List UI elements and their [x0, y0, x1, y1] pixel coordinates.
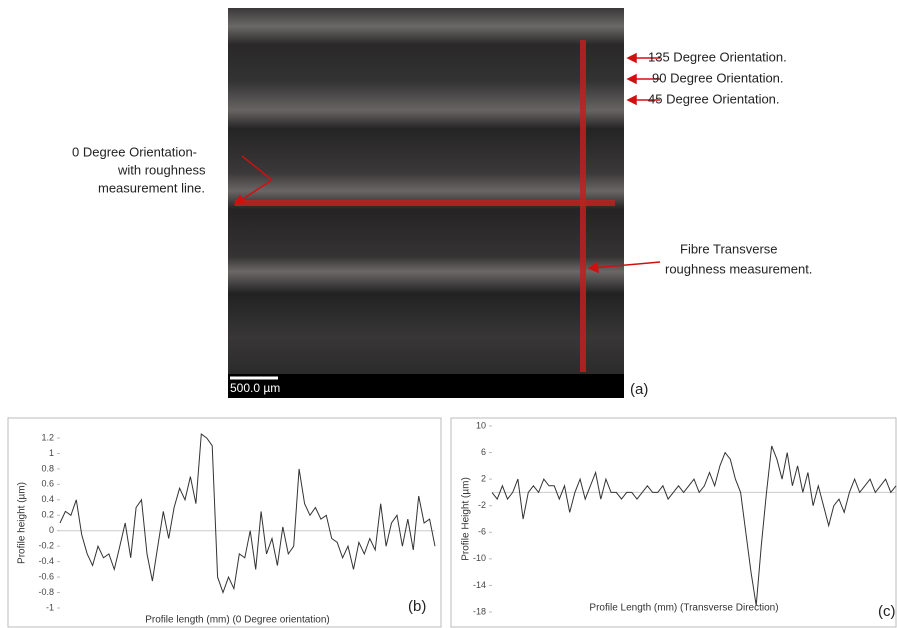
micrograph: [228, 8, 624, 374]
y-tick-label: -18: [473, 606, 486, 616]
y-tick-label: -14: [473, 580, 486, 590]
y-tick-label: 1.2: [41, 432, 54, 442]
profile-line: [491, 445, 897, 606]
y-tick-label: 1: [49, 448, 54, 458]
panel-label: (b): [408, 598, 426, 615]
panel-frame: [7, 417, 442, 628]
scale-strip: [228, 374, 624, 398]
y-tick-label: -1: [46, 602, 54, 612]
annotation: roughness measurement.: [665, 261, 812, 276]
x-axis-title: Profile Length (mm) (Transverse Directio…: [589, 603, 778, 614]
annotation: measurement line.: [98, 180, 205, 195]
y-tick-label: -0.8: [38, 587, 54, 597]
panel-frame: [450, 417, 897, 628]
y-tick-label: 10: [476, 420, 486, 430]
y-tick-label: 0: [49, 525, 54, 535]
y-tick-label: 6: [481, 447, 486, 457]
y-tick-label: -0.4: [38, 556, 54, 566]
y-tick-label: -10: [473, 553, 486, 563]
y-tick-label: -2: [478, 500, 486, 510]
y-tick-label: 0.4: [41, 494, 54, 504]
annotation: with roughness: [117, 162, 206, 177]
annotation: 90 Degree Orientation.: [652, 70, 784, 85]
y-tick-label: 0.8: [41, 463, 54, 473]
y-tick-label: -0.2: [38, 541, 54, 551]
y-tick-label: 0.2: [41, 510, 54, 520]
y-tick-label: -6: [478, 527, 486, 537]
y-axis-title: Profile height (µm): [17, 482, 28, 564]
panel-label: (c): [878, 603, 896, 620]
scale-label: 500.0 µm: [230, 381, 280, 395]
y-tick-label: 0.6: [41, 479, 54, 489]
annotation: 45 Degree Orientation.: [648, 91, 780, 106]
profile-line: [59, 433, 436, 594]
y-tick-label: -0.6: [38, 571, 54, 581]
y-tick-label: 2: [481, 474, 486, 484]
annotation: Fibre Transverse: [680, 241, 778, 256]
y-axis-title: Profile Height (µm): [461, 477, 472, 561]
panel-label: (a): [630, 381, 648, 398]
annotation: 0 Degree Orientation-: [72, 144, 197, 159]
zero-degree-line: [235, 200, 615, 206]
annotation: 135 Degree Orientation.: [648, 49, 787, 64]
arrows: [233, 52, 661, 274]
x-axis-title: Profile length (mm) (0 Degree orientatio…: [145, 615, 330, 626]
